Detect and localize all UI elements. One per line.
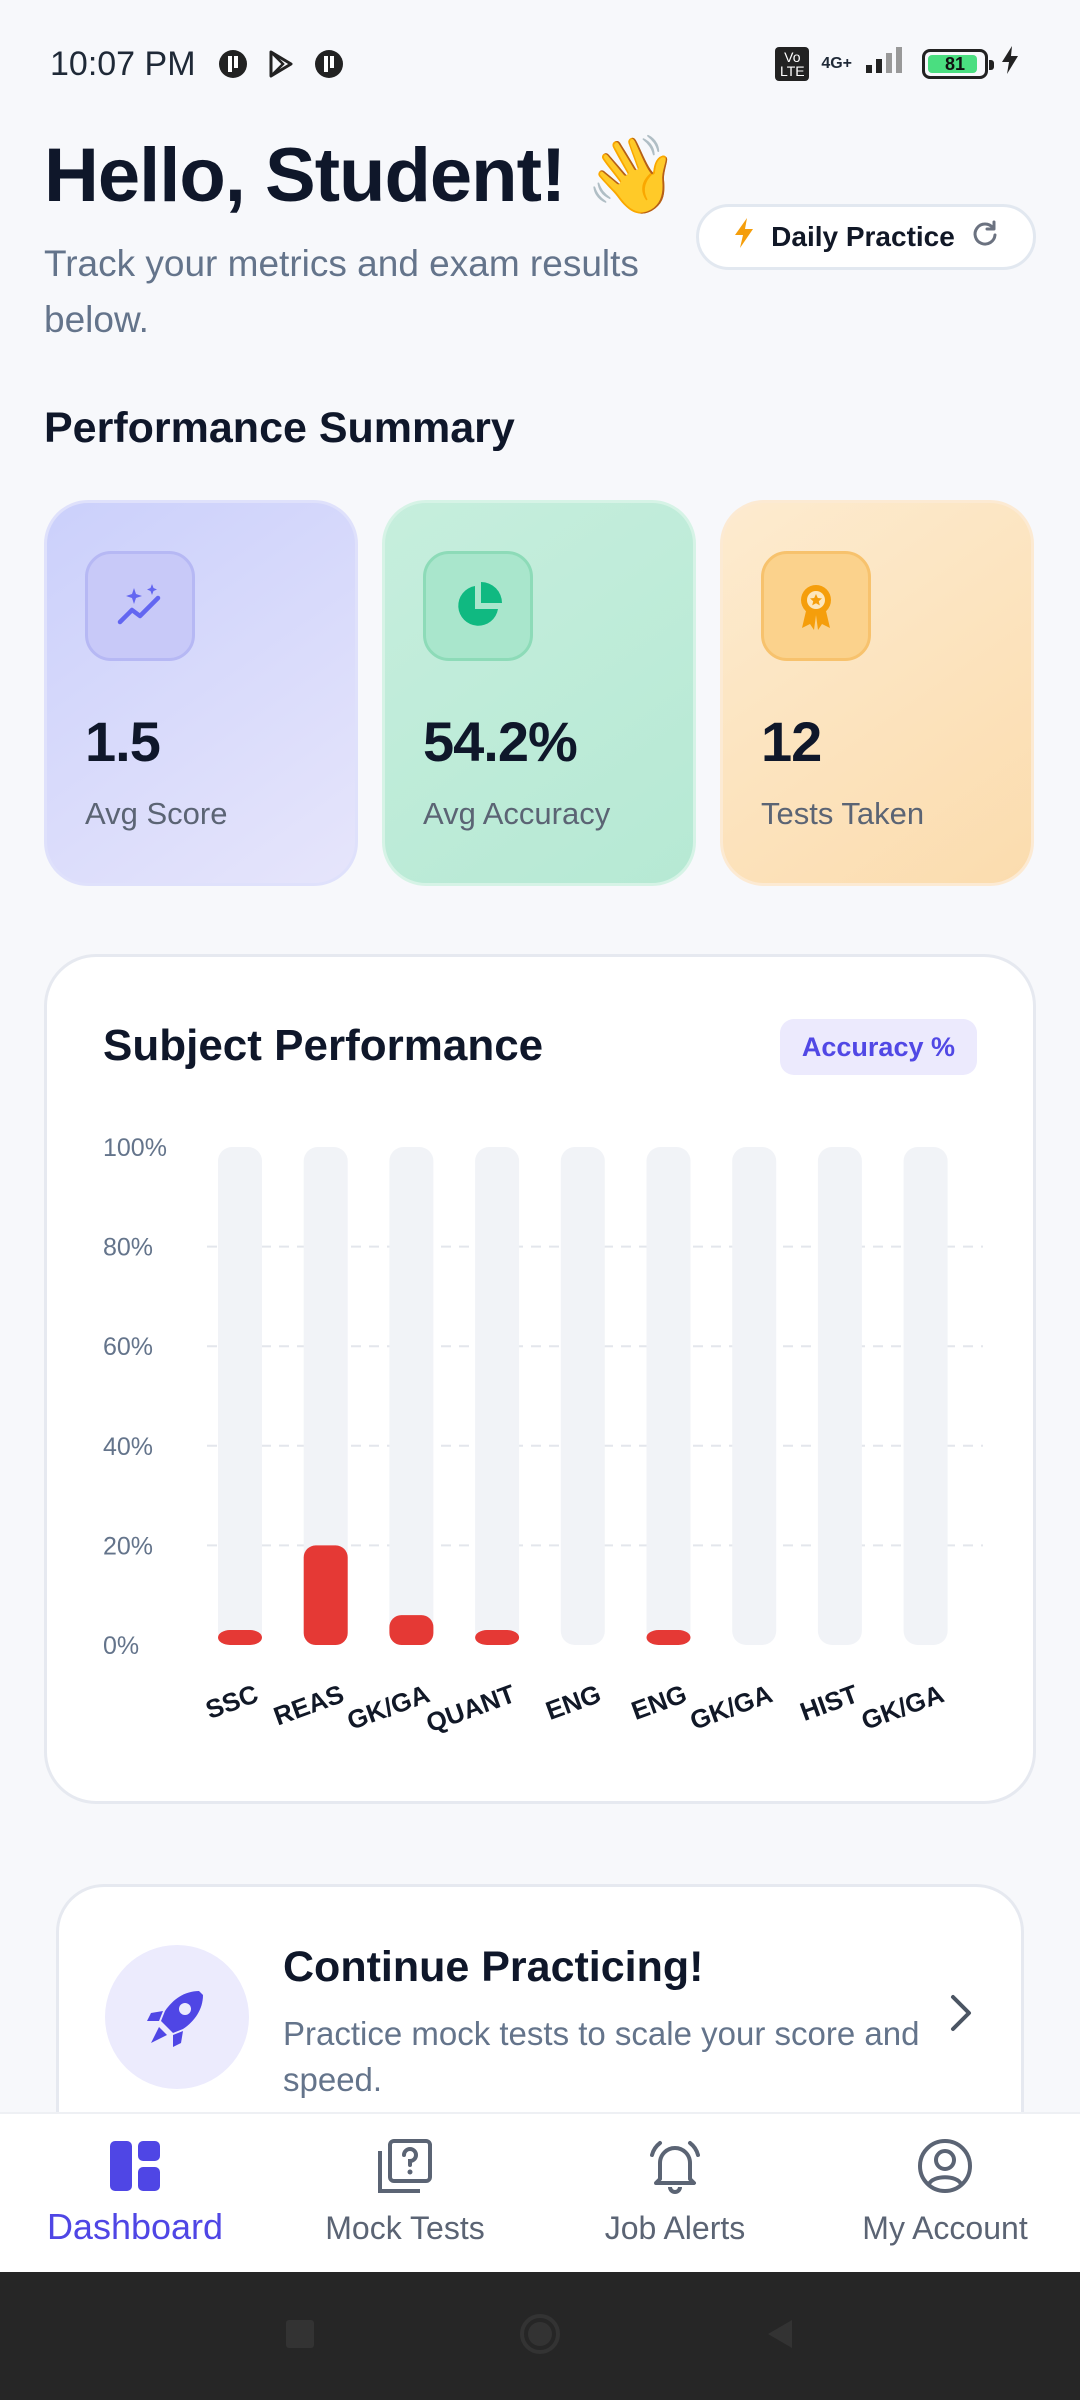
tests-taken-label: Tests Taken	[761, 796, 925, 831]
bar-track	[903, 1147, 948, 1645]
avg-score-value: 1.5	[85, 710, 161, 773]
y-tick-label: 20%	[103, 1532, 153, 1560]
account-circle-icon	[915, 2136, 975, 2196]
x-tick-label: QUANT	[422, 1678, 519, 1738]
battery-icon: 81	[922, 49, 994, 79]
nav-job-alerts-label: Job Alerts	[604, 2210, 746, 2246]
pie-chart-icon	[423, 551, 533, 661]
avg-score-card[interactable]: 1.5 Avg Score	[44, 500, 358, 886]
system-navigation-bar	[0, 2272, 1080, 2400]
tests-taken-value: 12	[761, 710, 822, 773]
bar-track	[817, 1147, 862, 1645]
play-store-icon	[264, 47, 298, 81]
bar-track	[389, 1147, 434, 1645]
bar-ssc[interactable]	[218, 1630, 262, 1645]
subject-performance-title: Subject Performance	[103, 1021, 544, 1070]
lightning-icon	[733, 217, 755, 257]
nav-my-account-label: My Account	[862, 2210, 1028, 2246]
status-time: 10:07 PM	[50, 44, 196, 83]
award-icon	[761, 551, 871, 661]
y-tick-label: 60%	[103, 1333, 153, 1361]
y-tick-label: 100%	[103, 1134, 167, 1162]
bottom-navigation: Dashboard Mock Tests Job Alerts	[0, 2112, 1080, 2272]
x-tick-label: ENG	[542, 1678, 605, 1725]
y-tick-label: 0%	[103, 1632, 139, 1660]
bar-quant[interactable]	[475, 1630, 520, 1645]
chevron-right-icon	[945, 1991, 975, 2040]
sparkle-chart-icon	[85, 551, 195, 661]
x-tick-label: GK/GA	[686, 1678, 777, 1735]
bar-track	[560, 1147, 605, 1645]
x-tick-label: REAS	[270, 1678, 348, 1731]
bar-gk-ga[interactable]	[389, 1615, 434, 1645]
x-tick-label: HIST	[796, 1678, 862, 1726]
bar-track	[646, 1147, 691, 1645]
nav-mock-tests[interactable]: Mock Tests	[270, 2114, 540, 2272]
y-tick-label: 40%	[103, 1433, 153, 1461]
recent-apps-button[interactable]	[282, 2316, 318, 2357]
x-tick-label: ENG	[627, 1678, 690, 1725]
bar-track	[303, 1147, 348, 1645]
avg-accuracy-card[interactable]: 54.2% Avg Accuracy	[382, 500, 696, 886]
dashboard-icon	[105, 2136, 165, 2196]
bar-reas[interactable]	[303, 1545, 348, 1645]
x-tick-label: GK/GA	[857, 1678, 948, 1735]
subject-performance-card: Subject Performance Accuracy % 100% 80% 60…	[44, 954, 1036, 1804]
signal-icon	[864, 45, 910, 84]
bar-track	[475, 1147, 520, 1645]
refresh-icon	[971, 219, 999, 255]
avg-score-label: Avg Score	[85, 796, 228, 831]
x-tick-label: GK/GA	[343, 1678, 434, 1735]
bell-icon	[645, 2136, 705, 2196]
performance-summary-title: Performance Summary	[44, 404, 515, 452]
volte-indicator: Vo LTE	[775, 47, 810, 81]
nav-my-account[interactable]: My Account	[810, 2114, 1080, 2272]
continue-description: Practice mock tests to scale your score …	[283, 2015, 920, 2098]
nav-dashboard-label: Dashboard	[46, 2206, 224, 2247]
avg-accuracy-label: Avg Accuracy	[423, 796, 611, 831]
page-subtitle: Track your metrics and exam results belo…	[44, 243, 639, 340]
accuracy-badge[interactable]: Accuracy %	[779, 1019, 977, 1075]
page-title: Hello, Student! 👋	[44, 133, 680, 218]
daily-practice-button[interactable]: Daily Practice	[696, 204, 1036, 270]
x-tick-label: SSC	[202, 1678, 263, 1725]
quiz-icon	[375, 2136, 435, 2196]
daily-practice-label: Daily Practice	[771, 221, 955, 252]
home-button[interactable]	[518, 2312, 562, 2361]
bar-track	[218, 1147, 262, 1645]
rocket-icon	[105, 1945, 249, 2089]
nav-dashboard[interactable]: Dashboard	[0, 2114, 270, 2272]
back-button[interactable]	[762, 2316, 798, 2357]
avg-accuracy-value: 54.2%	[423, 710, 578, 773]
nav-mock-tests-label: Mock Tests	[325, 2210, 485, 2246]
y-tick-label: 80%	[103, 1234, 153, 1262]
app-notification-icon	[216, 47, 250, 81]
tests-taken-card[interactable]: 12 Tests Taken	[720, 500, 1034, 886]
status-bar: 10:07 PM Vo LTE 4G+ 81	[0, 0, 1080, 128]
continue-title: Continue Practicing!	[283, 1943, 704, 1991]
charging-icon	[1000, 44, 1020, 85]
battery-level: 81	[944, 53, 966, 74]
bar-eng[interactable]	[646, 1630, 691, 1645]
network-type: 4G+	[821, 55, 852, 72]
nav-job-alerts[interactable]: Job Alerts	[540, 2114, 810, 2272]
bar-track	[732, 1147, 777, 1645]
app-notification-icon-2	[312, 47, 346, 81]
